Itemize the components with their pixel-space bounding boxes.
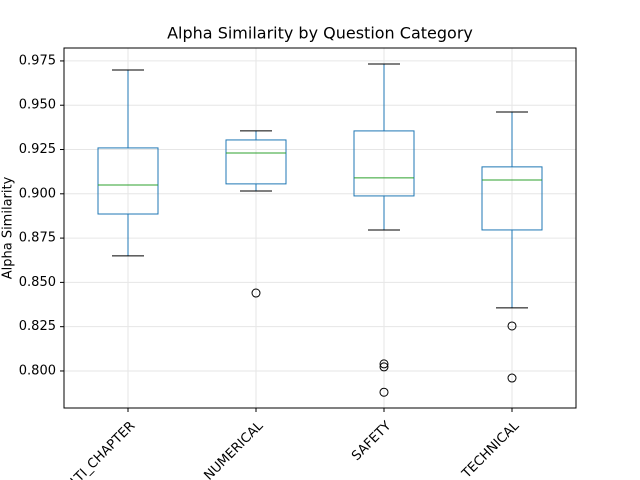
box xyxy=(353,130,415,197)
box xyxy=(225,139,287,185)
box xyxy=(481,166,543,231)
outlier xyxy=(379,362,389,372)
box xyxy=(97,147,159,215)
y-tick-label: 0.850 xyxy=(19,275,56,290)
outlier xyxy=(379,387,389,397)
y-tick-label: 0.975 xyxy=(19,53,56,68)
y-tick-label: 0.925 xyxy=(19,142,56,157)
plot-frame xyxy=(63,47,577,409)
y-tick-label: 0.900 xyxy=(19,186,56,201)
outlier xyxy=(507,321,517,331)
outlier xyxy=(251,288,261,298)
y-tick-label: 0.950 xyxy=(19,98,56,113)
y-axis-label: Alpha Similarity xyxy=(1,176,16,279)
outlier xyxy=(379,359,389,369)
outlier xyxy=(507,373,517,383)
y-tick-label: 0.800 xyxy=(19,363,56,378)
y-tick-label: 0.825 xyxy=(19,319,56,334)
y-tick-label: 0.875 xyxy=(19,231,56,246)
chart-title: Alpha Similarity by Question Category xyxy=(167,24,473,43)
